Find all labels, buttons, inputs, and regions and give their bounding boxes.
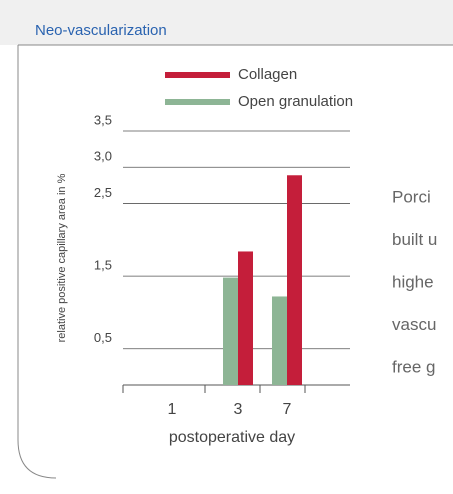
panel-border bbox=[17, 44, 453, 479]
body-text: vascu bbox=[392, 315, 436, 334]
y-tick-label: 3,5 bbox=[94, 112, 112, 127]
x-tick-label: 1 bbox=[168, 401, 177, 418]
legend-swatch bbox=[165, 99, 230, 105]
bar bbox=[223, 277, 238, 385]
header-band bbox=[0, 0, 453, 45]
x-axis-label: postoperative day bbox=[169, 429, 295, 446]
bar bbox=[272, 296, 287, 385]
bar bbox=[287, 175, 302, 385]
y-tick-label: 2,5 bbox=[94, 185, 112, 200]
y-tick-label: 0,5 bbox=[94, 330, 112, 345]
body-text: highe bbox=[392, 272, 434, 291]
bar bbox=[238, 251, 253, 385]
body-text: free g bbox=[392, 357, 435, 376]
body-text: built u bbox=[392, 230, 437, 249]
legend-label: Open granulation bbox=[238, 93, 353, 110]
y-axis-label: relative positive capillary area in % bbox=[56, 173, 68, 342]
header-title: Neo-vascularization bbox=[35, 22, 167, 39]
legend-swatch bbox=[165, 72, 230, 78]
x-tick-label: 3 bbox=[234, 401, 243, 418]
y-tick-label: 3,0 bbox=[94, 149, 112, 164]
x-tick-label: 7 bbox=[283, 401, 292, 418]
legend-label: Collagen bbox=[238, 66, 297, 83]
body-text: Porci bbox=[392, 187, 431, 206]
y-tick-label: 1,5 bbox=[94, 258, 112, 273]
